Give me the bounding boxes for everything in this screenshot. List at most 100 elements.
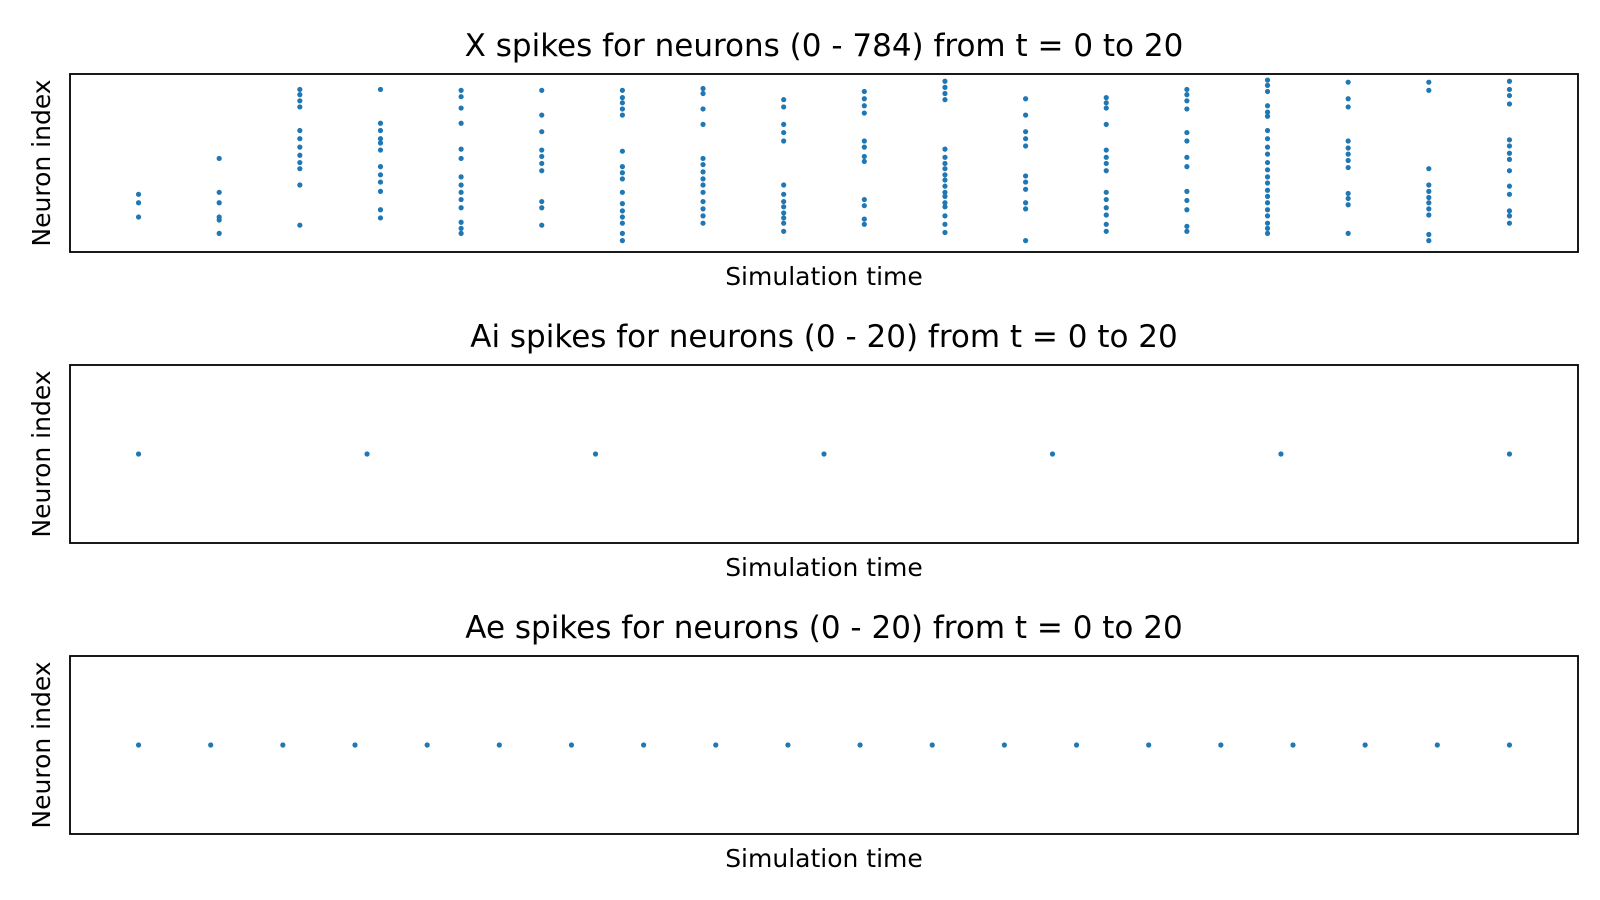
spike-point: [1264, 207, 1271, 213]
spike-point: [781, 198, 787, 205]
spike-point: [861, 144, 867, 150]
spike-point: [458, 146, 464, 152]
spike-point: [1345, 138, 1351, 144]
spike-point: [1023, 179, 1029, 185]
spike-point: [1506, 183, 1513, 189]
spike-point: [861, 221, 867, 227]
plot-frame: [69, 73, 1579, 253]
spike-point: [942, 183, 948, 189]
spike-point: [1184, 86, 1190, 93]
spike-point: [1103, 147, 1109, 153]
spike-point: [458, 174, 464, 180]
spike-point: [1184, 223, 1190, 229]
spike-point: [1184, 188, 1190, 194]
spike-point: [377, 179, 384, 185]
spike-point: [861, 110, 867, 116]
x-axis-label: Simulation time: [725, 844, 923, 873]
spike-point: [1506, 137, 1513, 143]
spike-point: [1103, 121, 1109, 128]
spike-point: [1049, 451, 1056, 457]
spike-point: [942, 221, 948, 227]
spike-point: [700, 189, 706, 195]
spike-point: [1264, 174, 1271, 180]
spike-point: [297, 222, 303, 228]
spike-point: [781, 191, 787, 197]
spike-point: [1103, 205, 1109, 211]
spike-point: [942, 189, 948, 195]
spike-point: [619, 230, 625, 236]
spike-point: [942, 177, 948, 183]
spike-point: [619, 214, 625, 220]
spike-point: [297, 144, 303, 150]
spike-point: [1023, 96, 1029, 102]
spike-point: [1103, 105, 1109, 111]
spike-point: [135, 451, 142, 457]
spike-point: [1506, 742, 1513, 748]
spike-point: [1264, 225, 1271, 231]
spike-point: [1345, 230, 1351, 236]
spike-point: [700, 176, 706, 182]
spike-point: [942, 154, 948, 160]
spike-point: [1103, 160, 1109, 167]
spike-point: [700, 182, 706, 188]
spike-point: [700, 90, 706, 97]
spike-point: [297, 104, 303, 110]
spike-point: [1426, 182, 1432, 188]
spike-point: [1506, 168, 1513, 174]
spike-point: [1264, 151, 1271, 157]
spike-point: [1264, 200, 1271, 206]
spike-point: [1184, 228, 1190, 234]
spike-point: [1103, 212, 1109, 218]
spike-point: [1345, 190, 1351, 197]
spike-point: [781, 138, 787, 144]
spike-point: [424, 742, 430, 748]
spike-point: [1264, 109, 1271, 115]
spike-point: [1264, 144, 1271, 150]
spike-point: [1103, 154, 1109, 160]
spike-point: [1264, 193, 1271, 199]
spike-point: [942, 213, 948, 219]
spike-point: [1264, 136, 1271, 142]
spike-point: [700, 198, 706, 205]
spike-point: [1506, 78, 1513, 84]
spike-point: [458, 196, 464, 203]
spike-point: [1426, 212, 1432, 218]
spike-point: [619, 87, 625, 93]
spike-point: [377, 136, 384, 142]
spike-point: [216, 217, 222, 223]
spike-point: [1426, 231, 1432, 238]
spike-point: [942, 200, 948, 206]
spike-point: [641, 742, 647, 748]
spike-point: [1264, 103, 1271, 109]
spike-point: [942, 193, 948, 199]
spike-point: [458, 189, 464, 195]
y-axis-label: Neuron index: [27, 661, 56, 828]
spike-point: [1362, 742, 1368, 748]
spike-point: [280, 742, 286, 748]
spike-point: [377, 140, 384, 146]
spike-point: [539, 129, 545, 135]
spike-point: [1264, 77, 1271, 83]
spike-point: [539, 112, 545, 118]
spike-point: [861, 88, 867, 95]
spike-point: [619, 100, 625, 106]
spike-point: [821, 451, 827, 457]
spike-point: [861, 203, 867, 209]
spike-point: [216, 189, 222, 195]
spike-point: [857, 742, 863, 748]
spike-point: [1345, 157, 1351, 164]
spike-point: [700, 161, 706, 168]
spike-point: [785, 742, 791, 748]
spike-point: [1506, 156, 1513, 162]
spike-point: [861, 158, 867, 165]
spike-point: [619, 112, 625, 118]
spike-point: [1506, 191, 1513, 197]
x-axis-label: Simulation time: [725, 262, 923, 291]
spike-point: [458, 219, 464, 225]
spike-point: [1264, 88, 1271, 95]
spike-point: [297, 152, 303, 158]
spike-point: [1426, 200, 1432, 206]
spike-point: [539, 222, 545, 228]
spike-point: [929, 742, 935, 748]
